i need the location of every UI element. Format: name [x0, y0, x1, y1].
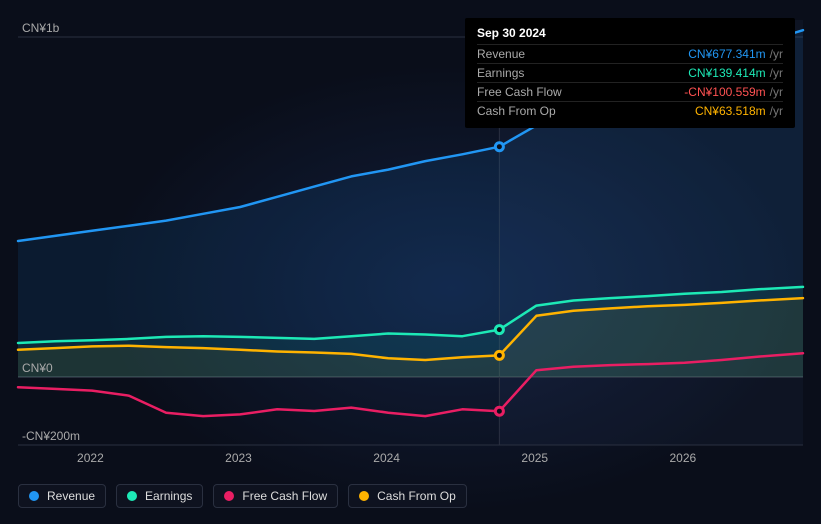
- series-marker-free_cash_flow[interactable]: [494, 406, 505, 417]
- financial-chart: CN¥1bCN¥0-CN¥200m20222023202420252026Pas…: [0, 0, 821, 524]
- tooltip-row-unit: /yr: [770, 85, 783, 99]
- tooltip-row-label: Earnings: [477, 66, 524, 80]
- tooltip-row: Revenue CN¥677.341m/yr: [477, 44, 783, 63]
- tooltip-row: Cash From Op CN¥63.518m/yr: [477, 101, 783, 120]
- tooltip-row-label: Cash From Op: [477, 104, 556, 118]
- x-axis-label: 2024: [373, 451, 400, 465]
- series-marker-earnings[interactable]: [494, 324, 505, 335]
- x-axis-label: 2026: [670, 451, 697, 465]
- tooltip-row-unit: /yr: [770, 66, 783, 80]
- tooltip-row-value: -CN¥100.559m/yr: [684, 85, 783, 99]
- legend-swatch-icon: [359, 491, 369, 501]
- legend-swatch-icon: [29, 491, 39, 501]
- x-axis-label: 2022: [77, 451, 104, 465]
- tooltip-row-value: CN¥677.341m/yr: [688, 47, 783, 61]
- chart-tooltip: Sep 30 2024 Revenue CN¥677.341m/yr Earnings…: [465, 18, 795, 128]
- y-axis-label: -CN¥200m: [22, 429, 80, 443]
- legend-item-label: Revenue: [47, 489, 95, 503]
- tooltip-row-label: Revenue: [477, 47, 525, 61]
- legend-item-free_cash_flow[interactable]: Free Cash Flow: [213, 484, 338, 508]
- tooltip-row: Earnings CN¥139.414m/yr: [477, 63, 783, 82]
- tooltip-row-value: CN¥139.414m/yr: [688, 66, 783, 80]
- x-axis-label: 2023: [225, 451, 252, 465]
- tooltip-row-unit: /yr: [770, 104, 783, 118]
- tooltip-row-label: Free Cash Flow: [477, 85, 562, 99]
- legend-item-cash_from_op[interactable]: Cash From Op: [348, 484, 467, 508]
- legend-item-label: Earnings: [145, 489, 192, 503]
- legend-item-label: Cash From Op: [377, 489, 456, 503]
- x-axis-label: 2025: [521, 451, 548, 465]
- legend-item-earnings[interactable]: Earnings: [116, 484, 203, 508]
- legend-item-label: Free Cash Flow: [242, 489, 327, 503]
- tooltip-title: Sep 30 2024: [477, 26, 783, 40]
- legend-swatch-icon: [127, 491, 137, 501]
- series-marker-cash_from_op[interactable]: [494, 350, 505, 361]
- series-marker-revenue[interactable]: [494, 141, 505, 152]
- y-axis-label: CN¥1b: [22, 21, 59, 35]
- tooltip-row: Free Cash Flow -CN¥100.559m/yr: [477, 82, 783, 101]
- tooltip-row-unit: /yr: [770, 47, 783, 61]
- y-axis-label: CN¥0: [22, 361, 53, 375]
- legend-item-revenue[interactable]: Revenue: [18, 484, 106, 508]
- chart-legend: Revenue Earnings Free Cash Flow Cash From O…: [18, 484, 467, 508]
- legend-swatch-icon: [224, 491, 234, 501]
- tooltip-row-value: CN¥63.518m/yr: [695, 104, 783, 118]
